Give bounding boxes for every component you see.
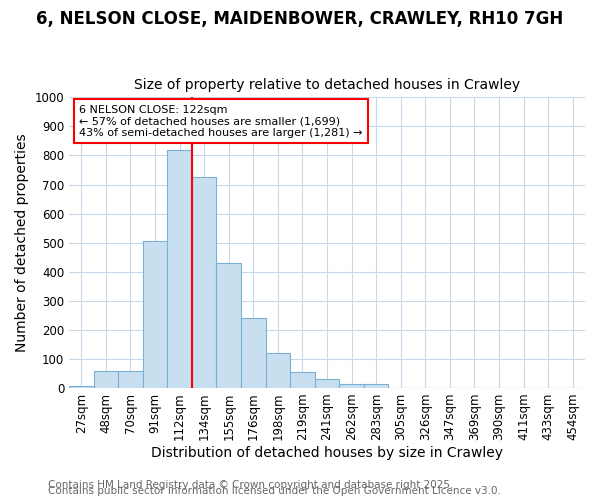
- Bar: [192, 178, 217, 388]
- Y-axis label: Number of detached properties: Number of detached properties: [15, 134, 29, 352]
- Bar: [266, 353, 290, 388]
- Bar: [340, 384, 364, 388]
- Text: 6, NELSON CLOSE, MAIDENBOWER, CRAWLEY, RH10 7GH: 6, NELSON CLOSE, MAIDENBOWER, CRAWLEY, R…: [37, 10, 563, 28]
- Bar: [118, 372, 143, 388]
- X-axis label: Distribution of detached houses by size in Crawley: Distribution of detached houses by size …: [151, 446, 503, 460]
- Bar: [69, 386, 94, 388]
- Bar: [315, 378, 340, 388]
- Title: Size of property relative to detached houses in Crawley: Size of property relative to detached ho…: [134, 78, 520, 92]
- Bar: [94, 372, 118, 388]
- Bar: [143, 241, 167, 388]
- Bar: [290, 372, 315, 388]
- Bar: [217, 263, 241, 388]
- Bar: [241, 318, 266, 388]
- Text: Contains public sector information licensed under the Open Government Licence v3: Contains public sector information licen…: [48, 486, 501, 496]
- Text: Contains HM Land Registry data © Crown copyright and database right 2025.: Contains HM Land Registry data © Crown c…: [48, 480, 454, 490]
- Bar: [167, 150, 192, 388]
- Text: 6 NELSON CLOSE: 122sqm
← 57% of detached houses are smaller (1,699)
43% of semi-: 6 NELSON CLOSE: 122sqm ← 57% of detached…: [79, 104, 363, 138]
- Bar: [364, 384, 388, 388]
